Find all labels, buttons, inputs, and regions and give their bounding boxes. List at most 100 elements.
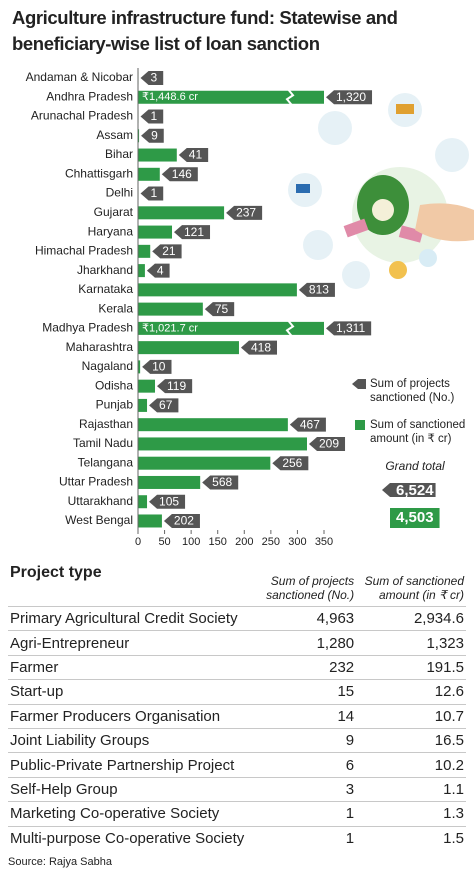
category-label: Uttarakhand bbox=[68, 494, 133, 508]
plant-icon bbox=[342, 261, 370, 289]
category-label: Arunachal Pradesh bbox=[31, 109, 133, 123]
table-cell: 15 bbox=[246, 679, 357, 705]
project-count-arrow bbox=[204, 302, 235, 317]
project-count-label: 146 bbox=[172, 167, 192, 181]
bar bbox=[138, 244, 151, 258]
drone-icon bbox=[318, 111, 352, 145]
bar bbox=[138, 225, 173, 239]
category-label: Gujarat bbox=[94, 205, 134, 219]
table-cell: 16.5 bbox=[356, 727, 466, 753]
project-count-label: 1,320 bbox=[336, 90, 366, 104]
bar bbox=[138, 283, 297, 297]
table-cell: 1.1 bbox=[356, 776, 466, 802]
bar bbox=[138, 475, 201, 489]
category-label: Bihar bbox=[105, 147, 133, 161]
table-cell: 3 bbox=[246, 776, 357, 802]
project-count-arrow bbox=[149, 494, 186, 509]
project-count-label: 813 bbox=[309, 283, 329, 297]
bar bbox=[138, 129, 140, 143]
bar bbox=[138, 437, 307, 451]
table-cell: 6 bbox=[246, 752, 357, 778]
project-count-label: 10 bbox=[152, 360, 166, 374]
grand-total-projects: 6,524 bbox=[396, 482, 434, 499]
table-row: Joint Liability Groups 9 16.5 bbox=[8, 727, 466, 753]
value-label: ₹1,021.7 cr bbox=[142, 322, 198, 334]
table-row: Public-Private Partnership Project 6 10.2 bbox=[8, 752, 466, 778]
table-cell: 10.7 bbox=[356, 703, 466, 729]
table-cell: Agri-Entrepreneur bbox=[8, 630, 247, 656]
bar bbox=[138, 321, 324, 335]
project-count-label: 119 bbox=[167, 379, 186, 393]
bar bbox=[138, 148, 177, 162]
project-count-arrow bbox=[141, 128, 164, 143]
project-count-arrow bbox=[149, 398, 179, 413]
project-count-label: 467 bbox=[300, 417, 320, 431]
table-cell: Multi-purpose Co-operative Society bbox=[8, 825, 247, 850]
project-count-label: 1,311 bbox=[336, 321, 365, 335]
x-tick-label: 200 bbox=[235, 536, 253, 548]
category-label: Karnataka bbox=[78, 282, 133, 296]
bar bbox=[138, 379, 156, 393]
bar bbox=[138, 90, 324, 104]
project-count-arrow bbox=[272, 456, 309, 471]
chart-title: Agriculture infrastructure fund: Statewi… bbox=[12, 7, 398, 54]
table-row: Marketing Co-operative Society 1 1.3 bbox=[8, 801, 466, 827]
project-count-label: 1 bbox=[151, 109, 158, 123]
project-count-label: 568 bbox=[212, 475, 232, 489]
project-count-arrow bbox=[152, 244, 182, 259]
table-cell: 1,280 bbox=[246, 630, 357, 656]
category-label: Delhi bbox=[106, 186, 133, 200]
table-cell: 1 bbox=[246, 825, 357, 850]
x-tick-label: 300 bbox=[288, 536, 306, 548]
category-label: West Bengal bbox=[65, 513, 133, 527]
project-count-label: 4 bbox=[157, 263, 164, 277]
category-label: Andhra Pradesh bbox=[46, 89, 133, 103]
x-tick-label: 0 bbox=[135, 536, 141, 548]
project-count-arrow bbox=[140, 186, 164, 201]
project-count-label: 75 bbox=[215, 302, 229, 316]
project-count-arrow bbox=[178, 148, 209, 163]
bar bbox=[138, 360, 141, 374]
bar bbox=[138, 341, 239, 355]
project-count-arrow bbox=[140, 71, 164, 85]
axis-break bbox=[285, 88, 295, 106]
x-tick-label: 350 bbox=[315, 536, 333, 548]
table-cell: Joint Liability Groups bbox=[8, 727, 247, 753]
project-count-label: 209 bbox=[319, 437, 339, 451]
project-count-label: 202 bbox=[174, 514, 194, 528]
x-tick-label: 100 bbox=[182, 536, 200, 548]
coin bbox=[372, 199, 394, 221]
category-label: Odisha bbox=[95, 378, 133, 392]
table-cell: Farmer bbox=[8, 654, 247, 680]
table-cell: 232 bbox=[246, 654, 357, 680]
project-count-arrow bbox=[202, 475, 239, 490]
grand-total-arrow bbox=[382, 483, 436, 497]
x-tick-label: 50 bbox=[158, 536, 170, 548]
water-icon bbox=[419, 249, 437, 267]
project-count-arrow bbox=[174, 225, 211, 240]
project-count-label: 9 bbox=[151, 128, 158, 142]
grand-total-box bbox=[390, 508, 440, 528]
table-header: Sum of sanctioned amount (in ₹ cr) bbox=[364, 574, 464, 602]
table-cell: Marketing Co-operative Society bbox=[8, 801, 247, 827]
category-label: Assam bbox=[96, 128, 133, 142]
bar bbox=[138, 456, 271, 470]
table-row: Agri-Entrepreneur 1,280 1,323 bbox=[8, 630, 466, 656]
project-count-arrow bbox=[240, 340, 278, 355]
project-table: Project type Sum of projects sanctioned … bbox=[8, 565, 466, 850]
table-cell: 9 bbox=[246, 727, 357, 753]
table-row: Self-Help Group 3 1.1 bbox=[8, 776, 466, 802]
project-count-arrow bbox=[298, 282, 335, 297]
project-count-label: 237 bbox=[236, 205, 256, 219]
project-count-arrow bbox=[146, 263, 170, 278]
x-tick-label: 250 bbox=[262, 536, 280, 548]
project-count-arrow bbox=[157, 379, 193, 394]
table-cell: 1.3 bbox=[356, 801, 466, 827]
legend-icon bbox=[355, 420, 365, 430]
category-label: Punjab bbox=[96, 398, 134, 412]
project-count-label: 1 bbox=[151, 186, 158, 200]
legend-icon bbox=[352, 379, 366, 389]
project-count-arrow bbox=[163, 513, 200, 528]
harvester bbox=[396, 104, 414, 114]
